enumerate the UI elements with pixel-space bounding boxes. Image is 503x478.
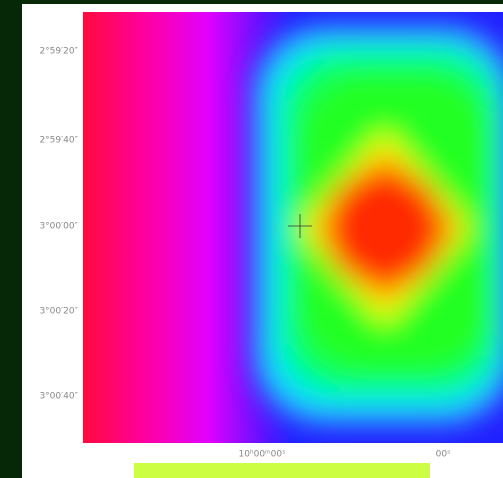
color-bar	[134, 463, 430, 478]
x-tick-label: 10ʰ00ᵐ00ˢ	[239, 450, 286, 460]
image	[83, 12, 503, 443]
side-strip	[0, 0, 22, 478]
y-tick-label: 3°00′00″	[39, 222, 78, 232]
y-tick-label: 2°59′40″	[39, 136, 78, 146]
y-tick-label: 3°00′40″	[39, 392, 78, 402]
y-tick-label: 3°00′20″	[39, 307, 78, 317]
top-strip	[0, 0, 503, 4]
x-tick-label: 00ˢ	[436, 450, 451, 460]
y-tick-label: 2°59′20″	[39, 47, 78, 57]
